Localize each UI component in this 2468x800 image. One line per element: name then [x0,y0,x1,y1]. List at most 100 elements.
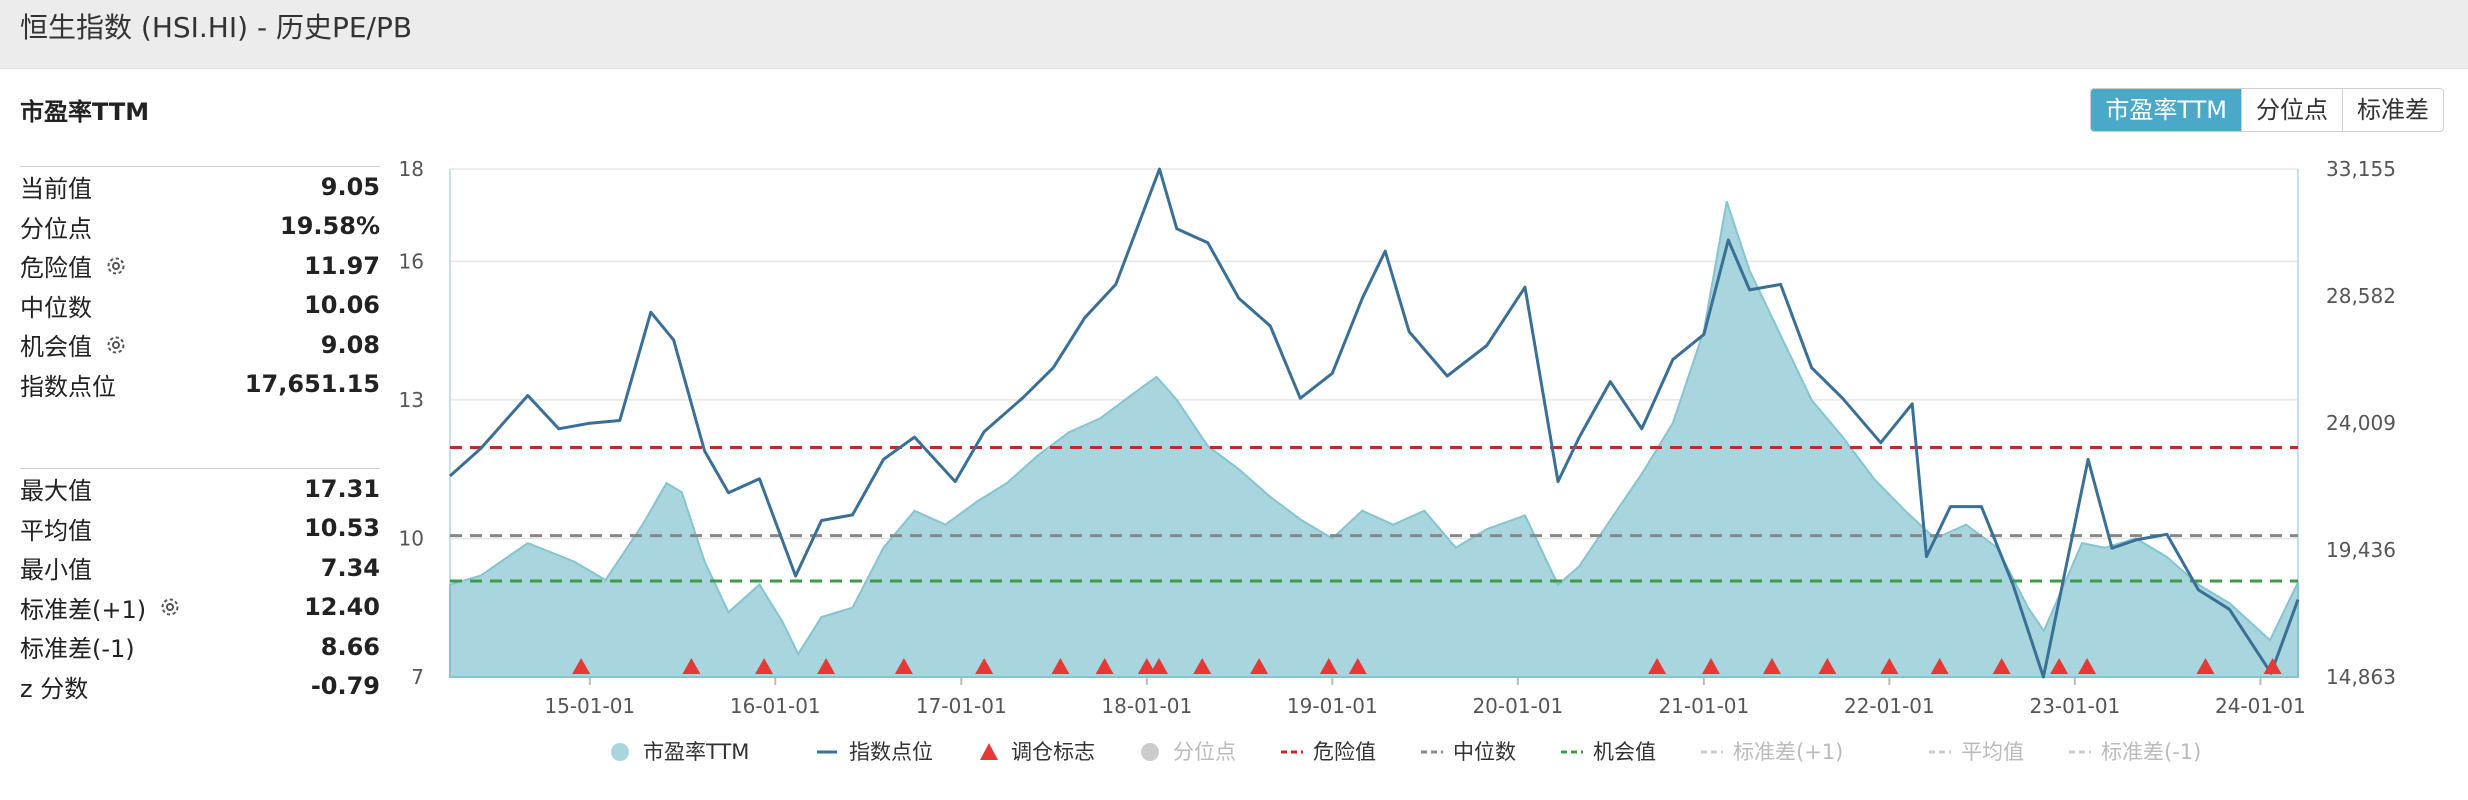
rebalance-marker [1250,658,1269,674]
stat-value: 19.58% [280,212,380,241]
legend-item-8[interactable]: 平均值 [1929,740,2024,764]
stat-value: 10.06 [304,291,380,320]
legend-dot-icon [611,743,629,761]
legend-label: 分位点 [1173,740,1236,764]
pe-ttm-area [449,200,2299,678]
legend-dot-icon [1141,743,1159,761]
x-tick-label: 21-01-01 [1658,694,1749,718]
stat-label-text: 分位点 [20,214,92,243]
legend-item-5[interactable]: 中位数 [1421,740,1516,764]
legend-triangle-icon [980,743,998,760]
legend-item-4[interactable]: 危险值 [1281,740,1376,764]
stats-current: 当前值 9.05 分位点 19.58% 危险值 11.97 中位数 10.06 机会值 9.08 指… [20,166,380,404]
rebalance-marker [1880,658,1899,674]
gear-icon[interactable] [104,333,128,357]
gear-icon[interactable] [104,254,128,278]
stat-label: 危险值 [20,248,128,283]
stat-label-text: 最大值 [20,477,92,506]
legend-item-0[interactable]: 市盈率TTM [611,740,749,764]
stat-label: 分位点 [20,209,92,244]
rebalance-marker [1193,658,1212,674]
rebalance-marker [1051,658,1070,674]
y-left-tick-label: 13 [399,388,424,412]
x-tick-label: 19-01-01 [1287,694,1378,718]
stat-label: 指数点位 [20,367,116,402]
x-tick-label: 22-01-01 [1844,694,1935,718]
index-line [448,167,2300,679]
stat-value: 12.40 [304,593,380,622]
stat-row: 当前值 9.05 [20,167,380,207]
stat-label-text: 标准差(+1) [20,595,147,624]
stat-label-text: 指数点位 [20,372,116,401]
legend-item-3[interactable]: 分位点 [1141,740,1236,764]
legend-label: 标准差(-1) [2101,740,2201,764]
legend-label: 平均值 [1961,740,2024,764]
stat-value: 7.34 [320,553,380,582]
stat-label-text: 最小值 [20,556,92,585]
legend-item-2[interactable]: 调仓标志 [980,740,1095,764]
rebalance-marker [1930,658,1949,674]
rebalance-marker [817,658,836,674]
gear-icon[interactable] [158,595,182,619]
tab-std-dev[interactable]: 标准差 [2342,89,2443,131]
rebalance-marker [1137,658,1156,674]
rebalance-marker [1150,658,1169,674]
tab-percentile[interactable]: 分位点 [2241,89,2342,131]
legend-item-6[interactable]: 机会值 [1561,740,1656,764]
y-right-tick-label: 33,155 [2326,157,2396,181]
stat-value: 9.05 [320,172,380,201]
stat-label: 机会值 [20,327,128,362]
stat-value: 17,651.15 [244,370,380,399]
y-right-tick-label: 24,009 [2326,411,2396,435]
stat-row: 指数点位 17,651.15 [20,365,380,405]
stat-label: 平均值 [20,511,92,546]
stat-row: 标准差(+1) 12.40 [20,588,380,628]
stats-summary: 最大值 17.31 平均值 10.53 最小值 7.34 标准差(+1) 12.40 标准差(-… [20,468,380,706]
rebalance-marker [1762,658,1781,674]
legend-item-7[interactable]: 标准差(+1) [1701,740,1843,764]
rebalance-marker [1992,658,2011,674]
stat-value: 10.53 [304,514,380,543]
stat-label: 标准差(+1) [20,590,182,625]
legend-item-1[interactable]: 指数点位 [817,740,933,764]
legend-label: 中位数 [1453,740,1516,764]
legend-label: 指数点位 [849,740,933,764]
stat-label-text: 中位数 [20,293,92,322]
y-left-tick-label: 16 [399,249,424,273]
stat-row: 机会值 9.08 [20,325,380,365]
stat-label: 最大值 [20,471,92,506]
x-tick-label: 17-01-01 [916,694,1007,718]
tab-pe-ttm[interactable]: 市盈率TTM [2091,89,2241,131]
x-tick-label: 18-01-01 [1101,694,1192,718]
stat-label: 当前值 [20,169,92,204]
y-left-tick-label: 10 [399,526,424,550]
stat-row: 最小值 7.34 [20,548,380,588]
stat-value: 8.66 [320,632,380,661]
y-right-tick-label: 28,582 [2326,284,2396,308]
stat-label-text: 标准差(-1) [20,635,135,664]
legend-label: 危险值 [1313,740,1376,764]
x-tick-label: 15-01-01 [544,694,635,718]
title-bar: 恒生指数 (HSI.HI) - 历史PE/PB [0,0,2468,69]
rebalance-marker [2263,658,2282,674]
stat-label-text: z 分数 [20,674,89,703]
stat-row: z 分数 -0.79 [20,667,380,707]
stat-value: 9.08 [320,330,380,359]
stat-label: 中位数 [20,288,92,323]
stat-row: 平均值 10.53 [20,509,380,549]
y-right-tick-label: 19,436 [2326,538,2396,562]
stat-label-text: 机会值 [20,333,92,362]
stat-value: 17.31 [304,474,380,503]
stat-label: 最小值 [20,550,92,585]
rebalance-marker [2050,658,2069,674]
rebalance-marker [2196,658,2215,674]
x-tick-label: 16-01-01 [730,694,821,718]
rebalance-marker [682,658,701,674]
page-title: 恒生指数 (HSI.HI) - 历史PE/PB [20,11,413,44]
stat-label: z 分数 [20,669,88,704]
stat-row: 分位点 19.58% [20,207,380,247]
y-right-tick-label: 14,863 [2326,665,2396,689]
legend-item-9[interactable]: 标准差(-1) [2069,740,2201,764]
y-left-tick-label: 18 [399,157,424,181]
